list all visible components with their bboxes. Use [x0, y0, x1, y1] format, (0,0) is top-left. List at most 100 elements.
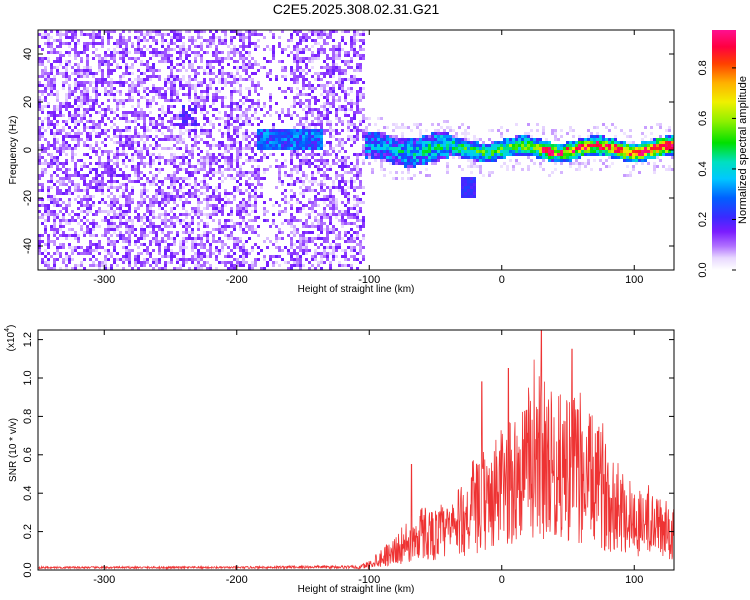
heatmap-cell — [419, 135, 422, 138]
heatmap-cell — [242, 114, 245, 117]
heatmap-cell — [167, 87, 170, 90]
heatmap-cell — [203, 123, 206, 126]
heatmap-cell — [122, 84, 125, 87]
heatmap-cell — [311, 129, 314, 132]
heatmap-cell — [251, 57, 254, 60]
heatmap-cell — [326, 69, 329, 72]
heatmap-cell — [266, 237, 269, 240]
heatmap-cell — [191, 222, 194, 225]
heatmap-cell — [311, 162, 314, 165]
heatmap-cell — [383, 141, 386, 144]
heatmap-cell — [320, 252, 323, 255]
heatmap-cell — [296, 57, 299, 60]
heatmap-cell — [290, 240, 293, 243]
heatmap-cell — [272, 255, 275, 258]
heatmap-cell — [401, 123, 404, 126]
heatmap-cell — [188, 189, 191, 192]
heatmap-cell — [131, 111, 134, 114]
heatmap-cell — [344, 42, 347, 45]
heatmap-cell — [206, 216, 209, 219]
heatmap-cell — [56, 99, 59, 102]
heatmap-cell — [80, 72, 83, 75]
heatmap-cell — [164, 204, 167, 207]
heatmap-cell — [212, 204, 215, 207]
heatmap-cell — [176, 261, 179, 264]
heatmap-cell — [80, 210, 83, 213]
heatmap-cell — [68, 126, 71, 129]
heatmap-cell — [212, 126, 215, 129]
heatmap-cell — [389, 147, 392, 150]
heatmap-cell — [203, 96, 206, 99]
heatmap-cell — [56, 105, 59, 108]
heatmap-cell — [107, 117, 110, 120]
heatmap-cell — [137, 258, 140, 261]
heatmap-cell — [173, 225, 176, 228]
heatmap-cell — [98, 135, 101, 138]
heatmap-cell — [116, 39, 119, 42]
heatmap-cell — [80, 174, 83, 177]
heatmap-cell — [206, 129, 209, 132]
heatmap-cell — [197, 135, 200, 138]
heatmap-cell — [362, 57, 365, 60]
heatmap-cell — [239, 246, 242, 249]
heatmap-cell — [65, 96, 68, 99]
heatmap-cell — [197, 33, 200, 36]
heatmap-cell — [137, 168, 140, 171]
heatmap-cell — [242, 123, 245, 126]
heatmap-cell — [407, 147, 410, 150]
heatmap-cell — [422, 162, 425, 165]
heatmap-cell — [281, 111, 284, 114]
heatmap-cell — [302, 84, 305, 87]
heatmap-cell — [263, 141, 266, 144]
heatmap-cell — [236, 213, 239, 216]
heatmap-cell — [308, 81, 311, 84]
heatmap-cell — [437, 123, 440, 126]
heatmap-cell — [194, 180, 197, 183]
heatmap-cell — [248, 201, 251, 204]
heatmap-cell — [80, 69, 83, 72]
heatmap-cell — [227, 105, 230, 108]
heatmap-cell — [164, 240, 167, 243]
heatmap-cell — [191, 156, 194, 159]
heatmap-cell — [191, 231, 194, 234]
heatmap-cell — [161, 156, 164, 159]
heatmap-cell — [272, 51, 275, 54]
heatmap-cell — [170, 186, 173, 189]
heatmap-cell — [254, 132, 257, 135]
heatmap-cell — [44, 87, 47, 90]
heatmap-cell — [422, 159, 425, 162]
heatmap-cell — [365, 135, 368, 138]
heatmap-cell — [47, 60, 50, 63]
heatmap-cell — [359, 96, 362, 99]
heatmap-cell — [386, 156, 389, 159]
heatmap-cell — [197, 261, 200, 264]
heatmap-cell — [293, 72, 296, 75]
heatmap-cell — [269, 96, 272, 99]
heatmap-cell — [107, 165, 110, 168]
heatmap-cell — [41, 72, 44, 75]
heatmap-cell — [206, 183, 209, 186]
heatmap-cell — [308, 60, 311, 63]
heatmap-cell — [344, 78, 347, 81]
heatmap-cell — [95, 171, 98, 174]
heatmap-cell — [191, 36, 194, 39]
heatmap-cell — [158, 252, 161, 255]
heatmap-cell — [341, 123, 344, 126]
heatmap-cell — [149, 144, 152, 147]
heatmap-cell — [365, 126, 368, 129]
heatmap-cell — [212, 228, 215, 231]
heatmap-cell — [41, 132, 44, 135]
heatmap-cell — [89, 69, 92, 72]
heatmap-cell — [308, 162, 311, 165]
heatmap-cell — [74, 147, 77, 150]
heatmap-cell — [68, 51, 71, 54]
heatmap-cell — [143, 249, 146, 252]
heatmap-cell — [170, 48, 173, 51]
heatmap-cell — [326, 114, 329, 117]
heatmap-cell — [101, 108, 104, 111]
heatmap-cell — [221, 87, 224, 90]
heatmap-cell — [155, 189, 158, 192]
heatmap-cell — [434, 129, 437, 132]
heatmap-cell — [320, 219, 323, 222]
heatmap-cell — [347, 108, 350, 111]
